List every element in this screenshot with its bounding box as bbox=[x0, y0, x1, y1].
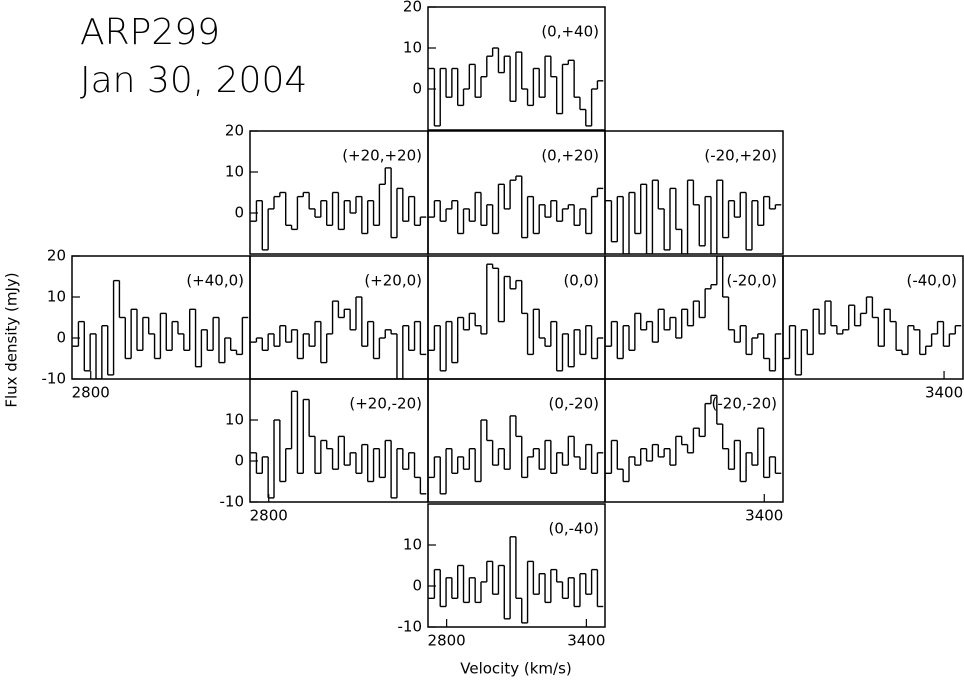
y-tick-label: 0 bbox=[234, 204, 244, 222]
y-tick-label: -10 bbox=[42, 370, 67, 388]
step-connector bbox=[610, 180, 777, 254]
panel-label: (0,0) bbox=[563, 272, 599, 290]
x-tick-label: 2800 bbox=[250, 507, 288, 525]
panel-plot bbox=[428, 263, 604, 372]
step-connector bbox=[433, 48, 599, 126]
step-connector bbox=[610, 256, 777, 371]
panel-plot bbox=[250, 390, 427, 499]
panel-label: (-20,-20) bbox=[712, 395, 777, 413]
x-tick-label: 2800 bbox=[428, 632, 466, 650]
panel-plot bbox=[250, 167, 427, 251]
y-tick-label: -10 bbox=[220, 493, 245, 511]
step-connector bbox=[433, 415, 599, 494]
step-connector bbox=[433, 176, 599, 238]
y-tick-label: 20 bbox=[225, 122, 244, 140]
y-tick-label: 10 bbox=[403, 536, 422, 554]
x-tick-label: 2800 bbox=[72, 384, 110, 402]
y-tick-label: 0 bbox=[412, 80, 422, 98]
y-tick-label: 0 bbox=[412, 577, 422, 595]
y-tick-label: 20 bbox=[47, 247, 66, 265]
panel-plot bbox=[783, 296, 962, 376]
x-tick-label: 3400 bbox=[745, 507, 783, 525]
page-subtitle: Jan 30, 2004 bbox=[80, 60, 307, 101]
panel-frame bbox=[604, 378, 784, 503]
y-tick-label: 0 bbox=[56, 329, 66, 347]
panel-plot bbox=[428, 415, 604, 495]
panel-label: (+20,-20) bbox=[349, 395, 422, 413]
y-tick-label: 10 bbox=[225, 163, 244, 181]
panel-frame bbox=[427, 6, 606, 131]
y-tick-label: 10 bbox=[225, 411, 244, 429]
step-connector bbox=[255, 167, 422, 250]
x-tick-label: 3400 bbox=[925, 384, 963, 402]
step-connector bbox=[255, 391, 422, 498]
panel-label: (+20,0) bbox=[364, 272, 422, 290]
panel-label: (0,-20) bbox=[548, 395, 599, 413]
panel-label: (-20,+20) bbox=[704, 147, 777, 165]
panel-plot bbox=[428, 175, 604, 239]
x-axis-label: Velocity (km/s) bbox=[460, 660, 571, 678]
step-connector bbox=[255, 297, 422, 379]
step-connector bbox=[433, 264, 599, 371]
y-tick-label: 20 bbox=[403, 0, 422, 16]
step-connector bbox=[788, 297, 957, 375]
panel-frame bbox=[427, 503, 606, 628]
panel-plot bbox=[605, 394, 782, 483]
panel-plot bbox=[250, 296, 427, 379]
step-connector bbox=[433, 536, 599, 623]
y-tick-label: 10 bbox=[47, 288, 66, 306]
y-tick-label: 10 bbox=[403, 39, 422, 57]
panel-plot bbox=[605, 179, 782, 254]
step-connector bbox=[610, 395, 777, 482]
panel-label: (0,-40) bbox=[548, 520, 599, 538]
panel-plot bbox=[72, 279, 249, 379]
panel-plot bbox=[605, 256, 782, 372]
panel-label: (-40,0) bbox=[906, 272, 957, 290]
panel-plot bbox=[428, 47, 604, 127]
step-connector bbox=[77, 280, 244, 379]
panel-label: (+20,+20) bbox=[342, 147, 422, 165]
panel-label: (0,+20) bbox=[541, 147, 599, 165]
panel-label: (-20,0) bbox=[726, 272, 777, 290]
x-tick-label: 3400 bbox=[567, 632, 605, 650]
y-tick-label: -10 bbox=[398, 618, 423, 636]
panel-label: (0,+40) bbox=[541, 23, 599, 41]
panel-plot bbox=[428, 536, 604, 624]
panel-frame bbox=[782, 255, 964, 380]
page-title: ARP299 bbox=[80, 12, 220, 53]
panel-label: (+40,0) bbox=[186, 272, 244, 290]
y-tick-label: 0 bbox=[234, 452, 244, 470]
y-axis-label: Flux density (mJy) bbox=[3, 272, 21, 407]
panel-frame bbox=[604, 130, 784, 255]
